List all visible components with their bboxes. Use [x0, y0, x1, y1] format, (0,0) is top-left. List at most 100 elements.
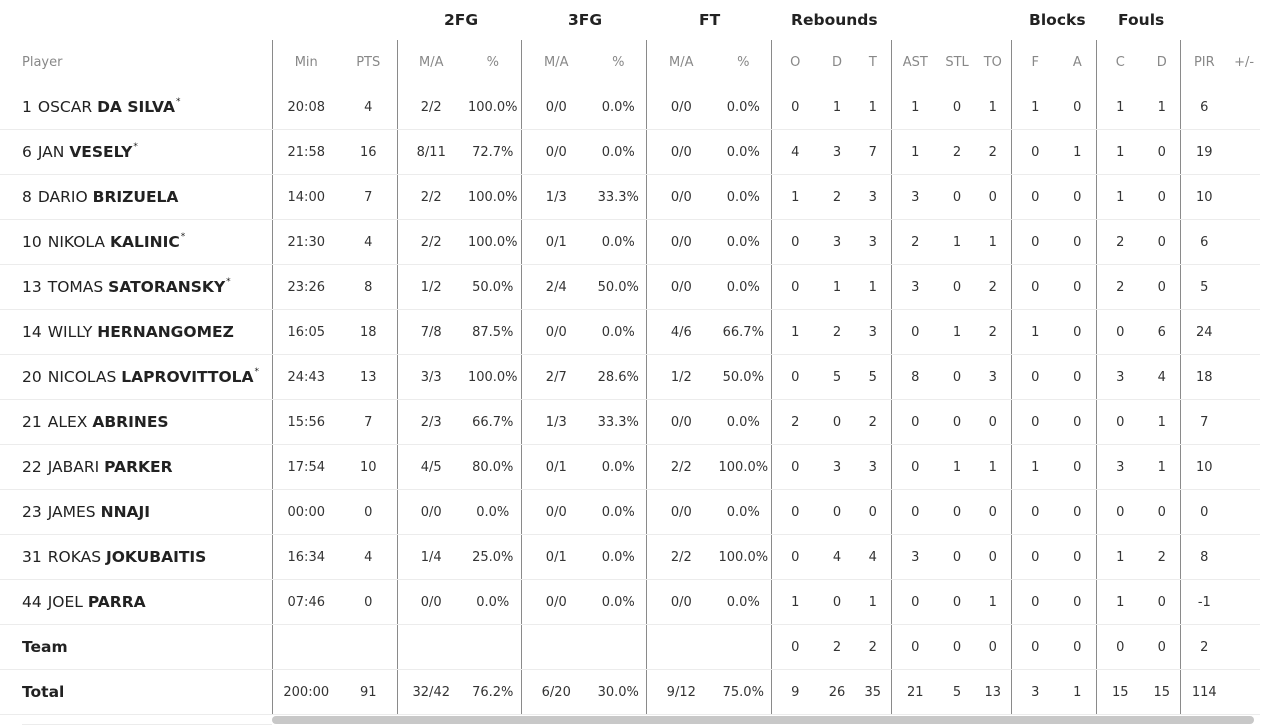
stat-plus-minus: [1228, 174, 1261, 220]
stat-ast: 1: [890, 129, 940, 175]
stat-ast: 2: [890, 219, 940, 265]
group-header-row: 2FG 3FG FT Rebounds Blocks Fouls: [0, 0, 1260, 40]
column-header-row: Player Min PTS M/A % M/A % M/A % O D T A…: [0, 40, 1260, 85]
stat-blk-f: 0: [1010, 354, 1060, 400]
col-pir: PIR: [1179, 40, 1229, 85]
player-row[interactable]: 23 JAMES NNAJI 00:00 0 0/0 0.0% 0/0 0.0% 0/0 0.0%…: [0, 489, 1261, 535]
total-stat-ft-pct: 75.0%: [716, 669, 772, 715]
player-row[interactable]: 6 JAN VESELY* 21:58 16 8/11 72.7% 0/0 0.0% 0/0 0.…: [0, 129, 1261, 175]
player-row[interactable]: 13 TOMAS SATORANSKY* 23:26 8 1/2 50.0% 2/4 50.0…: [0, 264, 1261, 310]
player-cell[interactable]: 23 JAMES NNAJI: [0, 489, 272, 535]
stat-3fg-pct: 0.0%: [591, 309, 647, 355]
col-ast: AST: [890, 40, 940, 85]
stat-blk-f: 0: [1010, 579, 1060, 625]
stat-foul-d: 0: [1144, 264, 1181, 310]
stat-plus-minus: [1228, 85, 1261, 130]
player-cell[interactable]: 13 TOMAS SATORANSKY*: [0, 264, 272, 310]
stat-2fg-pct: 0.0%: [465, 489, 522, 535]
player-last-name: PARKER: [104, 458, 173, 476]
stat-reb-t: 5: [855, 354, 892, 400]
stat-foul-c: 2: [1095, 264, 1145, 310]
player-row[interactable]: 10 NIKOLA KALINIC* 21:30 4 2/2 100.0% 0/1 0.0% 0…: [0, 219, 1261, 265]
stat-pir: 6: [1179, 219, 1229, 265]
player-number: 31: [22, 548, 42, 566]
group-2fg: 2FG: [444, 11, 479, 29]
team-stat-ft-pct: [716, 624, 772, 670]
stat-reb-t: 1: [855, 264, 892, 310]
player-last-name: DA SILVA: [97, 98, 175, 116]
group-3fg: 3FG: [568, 11, 603, 29]
player-number: 20: [22, 368, 42, 386]
team-stat-pts: [340, 624, 397, 670]
player-cell[interactable]: 10 NIKOLA KALINIC*: [0, 219, 272, 265]
total-stat-reb-t: 35: [855, 669, 892, 715]
stat-foul-c: 2: [1095, 219, 1145, 265]
player-row[interactable]: 1 OSCAR DA SILVA* 20:08 4 2/2 100.0% 0/0 0.0% 0/…: [0, 85, 1261, 130]
stat-ast: 3: [890, 174, 940, 220]
stat-plus-minus: [1228, 579, 1261, 625]
stat-ft-ma: 4/6: [645, 309, 717, 355]
player-row[interactable]: 44 JOEL PARRA 07:46 0 0/0 0.0% 0/0 0.0% 0/0 0.0% 1…: [0, 579, 1261, 625]
player-cell[interactable]: 14 WILLY HERNANGOMEZ: [0, 309, 272, 355]
player-cell[interactable]: 21 ALEX ABRINES: [0, 399, 272, 445]
stat-2fg-pct: 100.0%: [465, 219, 522, 265]
player-row[interactable]: 21 ALEX ABRINES 15:56 7 2/3 66.7% 1/3 33.3% 0/0 0…: [0, 399, 1261, 445]
stat-foul-d: 0: [1144, 489, 1181, 535]
team-stat-foul-c: 0: [1095, 624, 1145, 670]
stat-3fg-ma: 1/3: [520, 174, 592, 220]
player-cell[interactable]: 8 DARIO BRIZUELA: [0, 174, 272, 220]
col-player: Player: [22, 55, 63, 70]
player-row[interactable]: 14 WILLY HERNANGOMEZ 16:05 18 7/8 87.5% 0/0 0.0…: [0, 309, 1261, 355]
player-last-name: NNAJI: [100, 503, 151, 521]
stat-blk-a: 0: [1059, 489, 1097, 535]
stat-blk-f: 1: [1010, 85, 1060, 130]
stat-foul-d: 2: [1144, 534, 1181, 580]
stat-foul-c: 1: [1095, 85, 1145, 130]
player-cell[interactable]: 44 JOEL PARRA: [0, 579, 272, 625]
stat-min: 14:00: [271, 174, 340, 220]
stat-ast: 3: [890, 264, 940, 310]
stat-blk-f: 0: [1010, 489, 1060, 535]
col-foul-c: C: [1095, 40, 1145, 85]
stat-reb-o: 1: [770, 174, 820, 220]
stat-reb-d: 0: [819, 579, 856, 625]
stat-blk-a: 0: [1059, 354, 1097, 400]
horizontal-scrollbar[interactable]: [272, 716, 1254, 724]
player-first-name: JABARI: [47, 458, 100, 476]
player-cell[interactable]: 6 JAN VESELY*: [0, 129, 272, 175]
team-stat-to: 0: [975, 624, 1012, 670]
player-number: 14: [22, 323, 42, 341]
player-cell[interactable]: 1 OSCAR DA SILVA*: [0, 85, 272, 130]
player-row[interactable]: 22 JABARI PARKER 17:54 10 4/5 80.0% 0/1 0.0% 2/2…: [0, 444, 1261, 490]
stat-2fg-pct: 0.0%: [465, 579, 522, 625]
player-cell[interactable]: 31 ROKAS JOKUBAITIS: [0, 534, 272, 580]
stat-to: 1: [975, 579, 1012, 625]
stat-reb-o: 0: [770, 444, 820, 490]
stat-foul-d: 1: [1144, 399, 1181, 445]
stat-blk-f: 0: [1010, 264, 1060, 310]
total-stat-foul-d: 15: [1144, 669, 1181, 715]
player-cell[interactable]: 20 NICOLAS LAPROVITTOLA*: [0, 354, 272, 400]
stat-foul-c: 0: [1095, 489, 1145, 535]
scrollbar-thumb[interactable]: [272, 716, 1254, 724]
player-row[interactable]: 31 ROKAS JOKUBAITIS 16:34 4 1/4 25.0% 0/1 0.0% 2…: [0, 534, 1261, 580]
stat-foul-d: 1: [1144, 444, 1181, 490]
stat-2fg-ma: 2/3: [396, 399, 465, 445]
col-ft-pct: %: [737, 55, 750, 70]
total-stat-ft-ma: 9/12: [645, 669, 717, 715]
player-cell[interactable]: 22 JABARI PARKER: [0, 444, 272, 490]
stat-foul-c: 1: [1095, 129, 1145, 175]
player-row[interactable]: 8 DARIO BRIZUELA 14:00 7 2/2 100.0% 1/3 33.3% 0/…: [0, 174, 1261, 220]
stat-blk-a: 0: [1059, 219, 1097, 265]
stat-ft-ma: 2/2: [645, 444, 717, 490]
team-stat-blk-a: 0: [1059, 624, 1097, 670]
stat-reb-o: 4: [770, 129, 820, 175]
stat-min: 00:00: [271, 489, 340, 535]
team-stat-2fg-ma: [396, 624, 465, 670]
stat-stl: 0: [939, 174, 976, 220]
player-number: 6: [22, 143, 32, 161]
stat-to: 3: [975, 354, 1012, 400]
stat-stl: 0: [939, 399, 976, 445]
player-row[interactable]: 20 NICOLAS LAPROVITTOLA* 24:43 13 3/3 100.0% 2…: [0, 354, 1261, 400]
team-stat-reb-t: 2: [855, 624, 892, 670]
